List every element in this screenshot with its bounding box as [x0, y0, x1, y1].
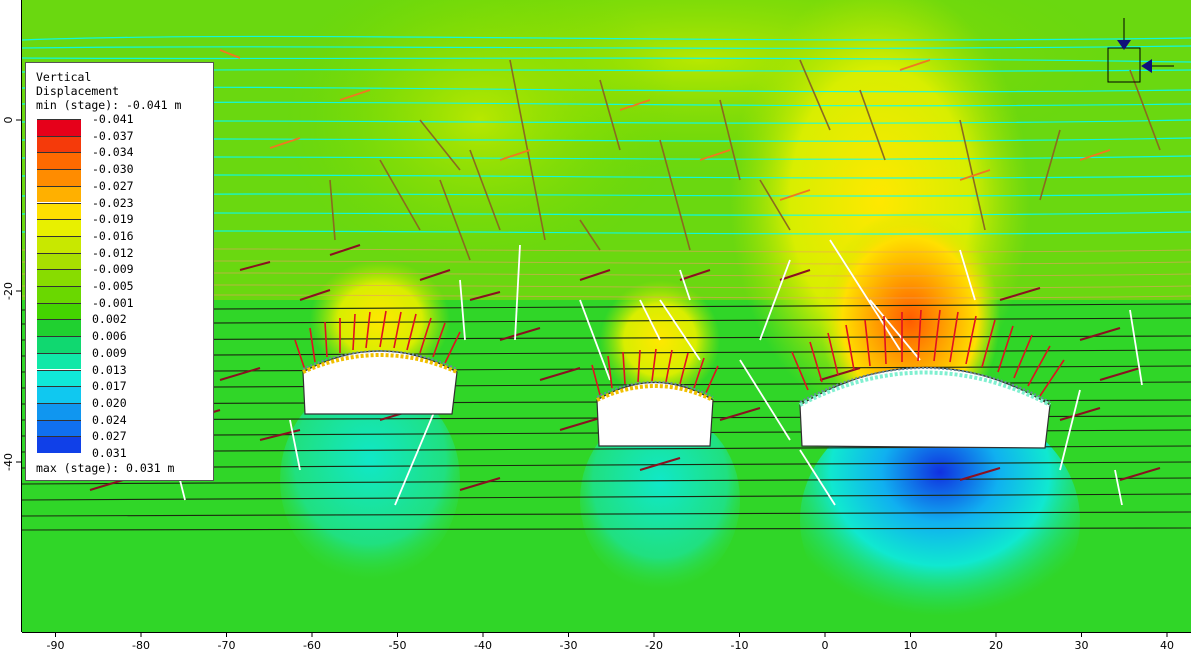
legend-swatch: [37, 202, 81, 220]
excavation-right: [791, 309, 1065, 449]
legend-swatch: [37, 185, 81, 203]
x-tick-label: -40: [474, 639, 492, 652]
legend-level-label: -0.001: [92, 295, 134, 310]
legend-level-label: -0.016: [92, 228, 134, 243]
boundary-condition-icon: [1107, 18, 1174, 83]
x-tick-label: -30: [560, 639, 578, 652]
legend-level-label: 0.024: [92, 412, 127, 427]
legend-level-label: -0.037: [92, 128, 134, 143]
x-tick-label: -80: [132, 639, 150, 652]
legend-swatch: [37, 235, 81, 253]
legend-swatch: [37, 286, 81, 303]
legend-level-label: -0.027: [92, 178, 134, 193]
legend-level-label: -0.034: [92, 145, 134, 160]
x-tick-label: -70: [218, 639, 236, 652]
legend-level-label: 0.002: [92, 312, 127, 327]
x-tick-label: 20: [989, 639, 1003, 652]
legend-swatch: [37, 219, 81, 236]
legend-swatch: [37, 402, 81, 420]
y-tick-label: -40: [2, 453, 15, 471]
legend-swatch: [37, 269, 81, 286]
legend-min-text: min (stage): -0.041 m: [36, 98, 182, 112]
white-cracks: [179, 239, 1143, 506]
legend-swatch: [37, 352, 81, 370]
legend-level-label: 0.009: [92, 345, 127, 360]
legend-swatch: [37, 135, 81, 153]
legend-level-label: 0.017: [92, 379, 127, 394]
legend: Vertical Displacement min (stage): -0.04…: [25, 62, 214, 481]
x-tick-label: 30: [1075, 639, 1089, 652]
legend-swatch: [37, 436, 81, 453]
legend-level-label: 0.027: [92, 429, 127, 444]
x-tick-label: -10: [731, 639, 749, 652]
legend-level-label: -0.030: [92, 162, 134, 177]
legend-level-label: -0.009: [92, 262, 134, 277]
legend-level-label: -0.019: [92, 212, 134, 227]
legend-swatch: [37, 319, 81, 337]
x-tick-label: 10: [904, 639, 918, 652]
x-axis: -90 -80 -70 -60 -50 -40 -30 -20 -10 0 10 20 30 40: [0, 632, 1191, 652]
legend-swatch: [37, 336, 81, 353]
legend-swatch: [37, 419, 81, 437]
legend-level-label: 0.031: [92, 446, 127, 460]
legend-level-label: -0.041: [92, 112, 134, 126]
legend-max-text: max (stage): 0.031 m: [36, 461, 175, 475]
legend-swatch: [37, 369, 81, 387]
legend-swatch: [37, 302, 81, 320]
x-tick-label: -90: [47, 639, 65, 652]
legend-swatch: [37, 119, 81, 136]
surface-fractures: [329, 59, 1161, 261]
x-tick-label: -50: [389, 639, 407, 652]
legend-swatch: [37, 252, 81, 270]
legend-swatch: [37, 169, 81, 186]
legend-level-label: 0.006: [92, 329, 127, 344]
y-tick-label: -20: [2, 282, 15, 300]
x-tick-label: -60: [303, 639, 321, 652]
y-axis: 0 -20 -40: [0, 0, 22, 632]
legend-swatch: [37, 386, 81, 403]
x-tick-label: 40: [1160, 639, 1174, 652]
legend-title-line2: Displacement: [36, 84, 120, 98]
x-tick-label: 0: [822, 639, 829, 652]
legend-level-label: 0.020: [92, 395, 127, 410]
legend-level-label: -0.023: [92, 195, 134, 210]
y-tick-label: 0: [2, 117, 15, 124]
legend-level-label: 0.013: [92, 362, 127, 377]
legend-level-label: -0.012: [92, 245, 134, 260]
legend-swatch: [37, 152, 81, 170]
legend-title-line1: Vertical: [36, 70, 92, 84]
excavation-middle: [591, 348, 719, 447]
legend-level-label: -0.005: [92, 279, 134, 293]
excavation-left: [294, 310, 461, 415]
orange-fractures: [219, 49, 1111, 201]
x-tick-label: -20: [645, 639, 663, 652]
